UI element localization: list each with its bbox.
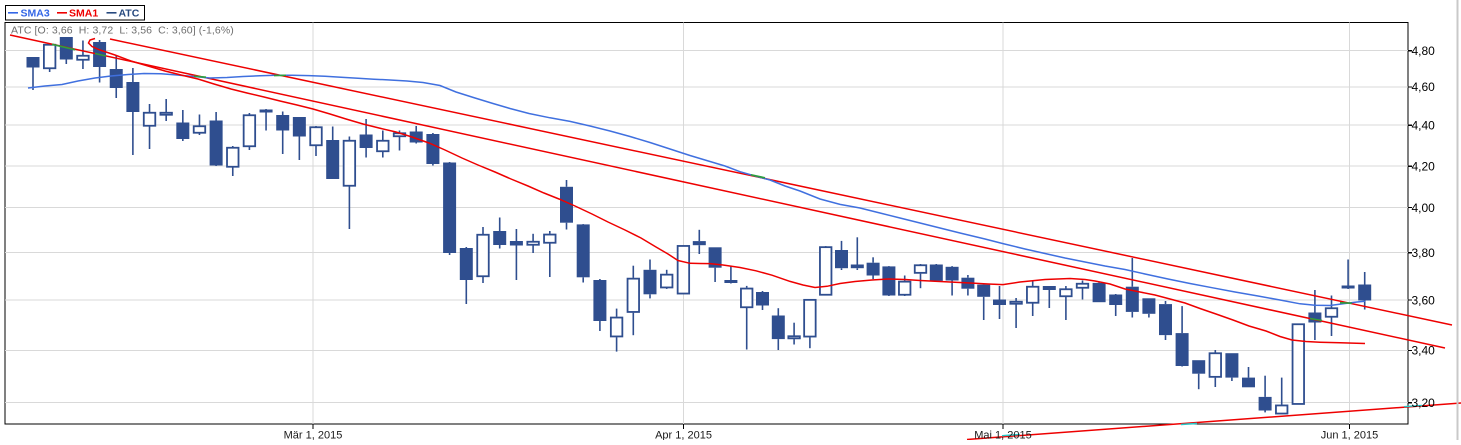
svg-text:Mär 1, 2015: Mär 1, 2015 xyxy=(284,430,343,441)
svg-text:3,40: 3,40 xyxy=(1412,344,1436,358)
svg-text:Jun 1, 2015: Jun 1, 2015 xyxy=(1321,430,1379,441)
svg-text:3,20: 3,20 xyxy=(1412,396,1436,410)
svg-text:4,00: 4,00 xyxy=(1412,201,1436,215)
svg-text:3,80: 3,80 xyxy=(1412,246,1436,260)
svg-text:4,60: 4,60 xyxy=(1412,80,1436,94)
svg-text:3,60: 3,60 xyxy=(1412,293,1436,307)
svg-text:SMA1: SMA1 xyxy=(69,8,98,20)
svg-text:Mai 1, 2015: Mai 1, 2015 xyxy=(974,430,1031,441)
svg-text:4,40: 4,40 xyxy=(1412,118,1436,132)
svg-text:Apr 1, 2015: Apr 1, 2015 xyxy=(655,430,712,441)
svg-text:ATC [O: 3,66 H: 3,72 L: 3,56: ATC [O: 3,66 H: 3,72 L: 3,56 C: 3,60] (-… xyxy=(11,25,234,37)
svg-text:4,20: 4,20 xyxy=(1412,159,1436,173)
svg-text:4,80: 4,80 xyxy=(1412,44,1436,58)
svg-text:ATC: ATC xyxy=(119,8,140,20)
svg-text:SMA3: SMA3 xyxy=(21,8,50,20)
